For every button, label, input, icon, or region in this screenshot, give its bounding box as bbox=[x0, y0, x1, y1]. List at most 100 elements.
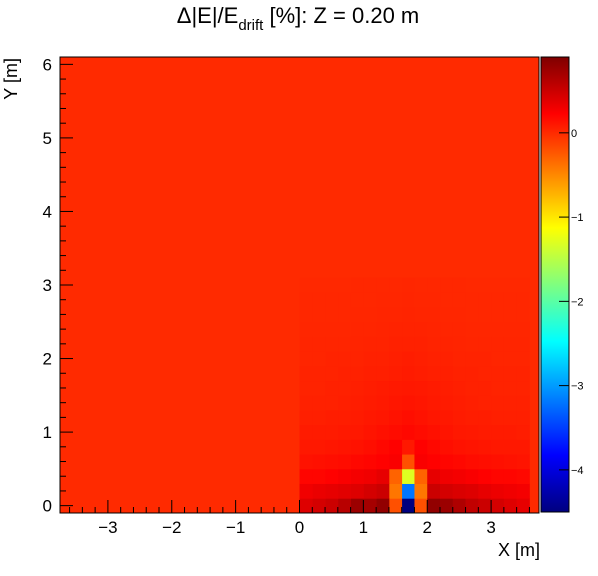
heatmap-cell bbox=[363, 380, 377, 396]
y-axis-label: Y [m] bbox=[1, 58, 21, 100]
heatmap-cell bbox=[414, 498, 428, 514]
heatmap-cell bbox=[414, 292, 428, 308]
heatmap-cell bbox=[401, 498, 415, 514]
heatmap-cell bbox=[503, 424, 518, 440]
heatmap-cell bbox=[440, 321, 454, 337]
heatmap-cell bbox=[312, 351, 326, 367]
heatmap-cell bbox=[337, 498, 351, 514]
heatmap-cell bbox=[325, 454, 339, 470]
heatmap-cell bbox=[440, 468, 454, 484]
y-tick-label: 1 bbox=[43, 423, 52, 442]
heatmap-cell bbox=[452, 380, 466, 396]
heatmap-cell bbox=[503, 468, 518, 484]
heatmap-cell bbox=[299, 307, 313, 323]
heatmap-cell bbox=[312, 321, 326, 337]
heatmap-cell bbox=[401, 483, 415, 499]
heatmap-cell bbox=[337, 351, 351, 367]
heatmap-cell bbox=[401, 292, 415, 308]
heatmap-cell bbox=[440, 351, 454, 367]
heatmap-cell bbox=[478, 336, 492, 352]
heatmap-cell bbox=[299, 336, 313, 352]
heatmap-cell bbox=[337, 380, 351, 396]
heatmap-cell bbox=[401, 454, 415, 470]
heatmap-cell bbox=[401, 321, 415, 337]
heatmap-cell bbox=[465, 454, 479, 470]
heatmap-cell bbox=[440, 439, 454, 455]
heatmap-cell bbox=[465, 292, 479, 308]
heatmap-cell bbox=[427, 336, 441, 352]
heatmap-cell bbox=[401, 439, 415, 455]
heatmap-cell bbox=[337, 395, 351, 411]
heatmap-cell bbox=[350, 365, 364, 382]
heatmap-cell bbox=[465, 468, 479, 484]
heatmap-cell bbox=[516, 307, 530, 323]
heatmap-cell bbox=[427, 365, 441, 382]
heatmap-cell bbox=[325, 498, 339, 514]
heatmap-cell bbox=[414, 365, 428, 382]
heatmap-cell bbox=[516, 410, 530, 426]
heatmap-cell bbox=[401, 336, 415, 352]
heatmap-cell bbox=[337, 483, 351, 499]
heatmap-cell bbox=[516, 468, 530, 484]
heatmap-cell bbox=[337, 439, 351, 455]
colorbar-gradient bbox=[540, 56, 570, 513]
heatmap-cell bbox=[491, 454, 505, 470]
x-tick-label: 1 bbox=[359, 518, 368, 537]
heatmap-cell bbox=[312, 468, 326, 484]
heatmap-cell bbox=[465, 395, 479, 411]
heatmap-cell bbox=[325, 424, 339, 440]
heatmap-cell bbox=[414, 351, 428, 367]
heatmap-cell bbox=[337, 365, 351, 382]
heatmap-cell bbox=[363, 351, 377, 367]
heatmap-cell bbox=[350, 351, 364, 367]
heatmap-cell bbox=[388, 483, 403, 499]
heatmap-cell bbox=[516, 365, 530, 382]
heatmap-cell bbox=[363, 498, 377, 514]
heatmap-cell bbox=[350, 307, 364, 323]
chart-title-suffix: [%]: Z = 0.20 m bbox=[263, 3, 419, 28]
heatmap-cell bbox=[491, 321, 505, 337]
heatmap-cell bbox=[414, 454, 428, 470]
heatmap-cell bbox=[427, 439, 441, 455]
heatmap-cell bbox=[516, 498, 530, 514]
heatmap-cell bbox=[376, 483, 390, 499]
heatmap-cell bbox=[427, 468, 441, 484]
heatmap-cell bbox=[312, 336, 326, 352]
plot-area bbox=[59, 56, 540, 514]
heatmap-cell bbox=[363, 277, 377, 293]
heatmap-cell bbox=[388, 380, 403, 396]
heatmap-cell bbox=[376, 380, 390, 396]
y-tick-label: 4 bbox=[43, 202, 52, 221]
heatmap-cell bbox=[414, 380, 428, 396]
heatmap-cell bbox=[299, 277, 313, 293]
heatmap-cell bbox=[440, 380, 454, 396]
heatmap-cell bbox=[350, 321, 364, 337]
heatmap-cell bbox=[401, 468, 415, 484]
heatmap-cell bbox=[503, 292, 518, 308]
heatmap-cell bbox=[452, 365, 466, 382]
heatmap-cell bbox=[299, 483, 313, 499]
heatmap-cell bbox=[478, 365, 492, 382]
heatmap-cell bbox=[503, 395, 518, 411]
heatmap-cell bbox=[325, 351, 339, 367]
heatmap-cell bbox=[325, 321, 339, 337]
heatmap-cell bbox=[337, 277, 351, 293]
heatmap-cell bbox=[427, 380, 441, 396]
heatmap-cell bbox=[363, 439, 377, 455]
heatmap-cell bbox=[337, 321, 351, 337]
y-tick-label: 3 bbox=[43, 276, 52, 295]
heatmap-cell bbox=[516, 454, 530, 470]
heatmap-cell bbox=[401, 410, 415, 426]
heatmap-cell bbox=[491, 483, 505, 499]
heatmap-cell bbox=[401, 277, 415, 293]
heatmap-cell bbox=[299, 395, 313, 411]
heatmap-cell bbox=[414, 307, 428, 323]
heatmap-cell bbox=[427, 483, 441, 499]
heatmap-cell bbox=[427, 292, 441, 308]
heatmap-cell bbox=[337, 424, 351, 440]
heatmap-cell bbox=[414, 410, 428, 426]
heatmap-cell bbox=[465, 424, 479, 440]
heatmap-cell bbox=[516, 351, 530, 367]
heatmap-cell bbox=[401, 395, 415, 411]
